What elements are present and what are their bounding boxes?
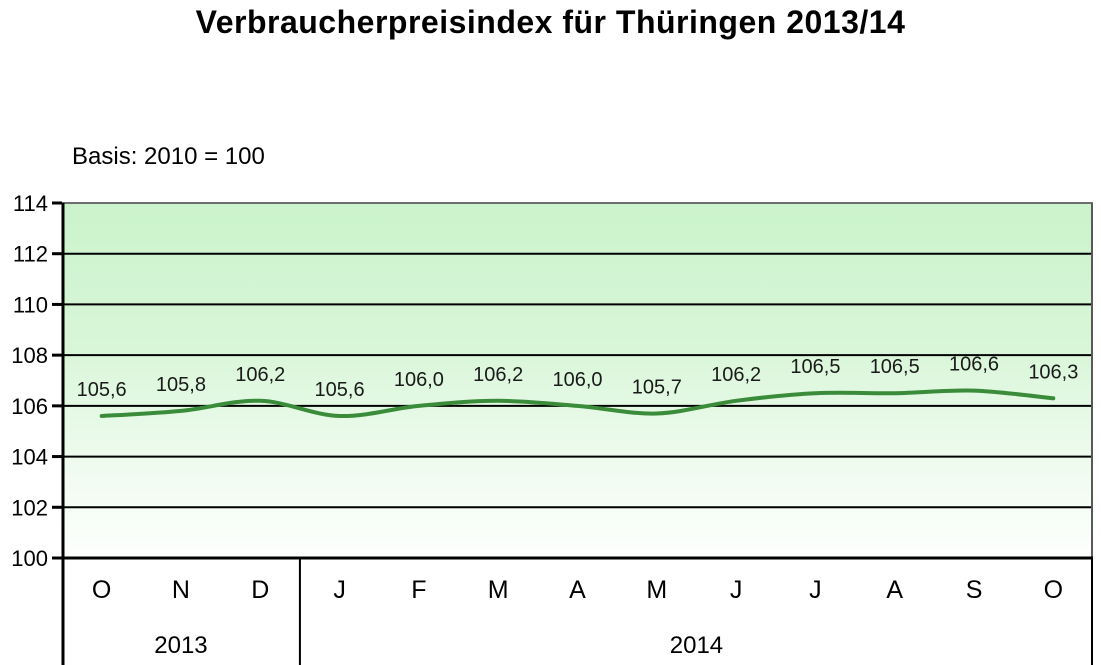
data-label: 106,0 <box>394 369 444 391</box>
data-label: 106,3 <box>1028 361 1078 383</box>
y-axis-label: 100 <box>11 546 48 571</box>
year-label: 2013 <box>154 632 207 659</box>
y-axis-label: 112 <box>13 242 48 267</box>
month-label: M <box>488 576 509 604</box>
y-axis-label: 114 <box>13 191 48 216</box>
month-label: M <box>646 576 667 604</box>
month-label: O <box>1044 576 1063 604</box>
data-label: 106,5 <box>790 356 840 378</box>
data-label: 106,5 <box>870 356 920 378</box>
plot-background <box>63 204 1092 557</box>
month-label: D <box>251 576 269 604</box>
y-axis-label: 104 <box>11 445 48 470</box>
month-label: S <box>966 576 983 604</box>
month-label: F <box>411 576 426 604</box>
month-label: A <box>569 576 586 604</box>
month-label: J <box>809 576 822 604</box>
month-label: O <box>92 576 111 604</box>
y-axis-label: 108 <box>11 343 48 368</box>
y-axis-label: 106 <box>11 394 48 419</box>
data-label: 105,7 <box>632 376 682 398</box>
data-label: 105,6 <box>77 379 127 401</box>
data-label: 106,2 <box>235 364 285 386</box>
data-label: 105,8 <box>156 374 206 396</box>
data-label: 106,2 <box>473 364 523 386</box>
month-label: J <box>333 576 346 604</box>
data-label: 106,0 <box>552 369 602 391</box>
y-axis-label: 110 <box>13 292 48 317</box>
year-label: 2014 <box>670 632 723 659</box>
data-label: 105,6 <box>315 379 365 401</box>
data-label: 106,6 <box>949 354 999 376</box>
month-label: N <box>172 576 190 604</box>
data-label: 106,2 <box>711 364 761 386</box>
y-axis-label: 102 <box>11 495 48 520</box>
basis-note: Basis: 2010 = 100 <box>72 143 265 170</box>
month-label: A <box>886 576 903 604</box>
series-line <box>99 388 1056 419</box>
chart-title: Verbraucherpreisindex für Thüringen 2013… <box>195 4 906 40</box>
month-label: J <box>730 576 743 604</box>
